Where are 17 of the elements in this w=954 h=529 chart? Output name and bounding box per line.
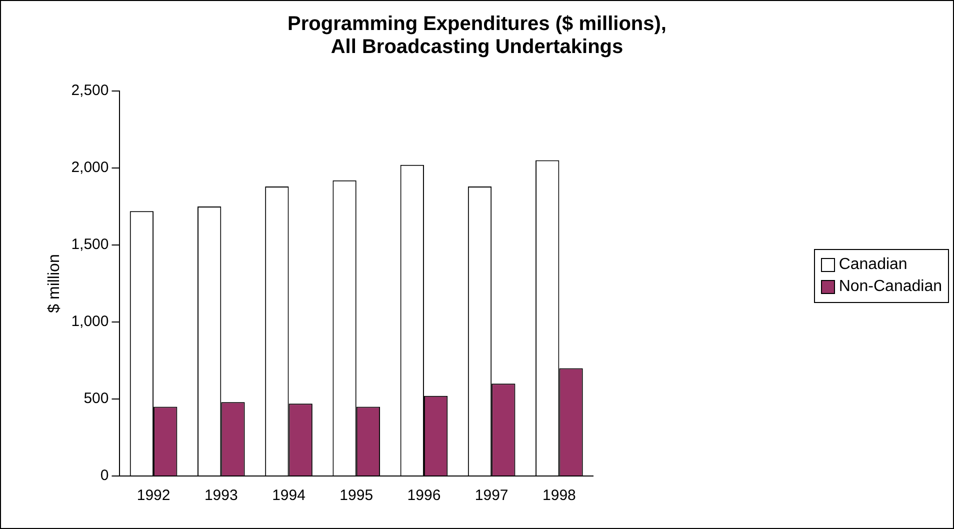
x-tick-label: 1998 bbox=[542, 487, 576, 504]
legend-label: Non-Canadian bbox=[838, 277, 942, 297]
x-tick-label: 1992 bbox=[136, 487, 170, 504]
x-tick-label: 1994 bbox=[272, 487, 306, 504]
x-tick-label: 1996 bbox=[407, 487, 441, 504]
y-tick-label: 0 bbox=[100, 467, 109, 484]
y-tick-label: 2,500 bbox=[71, 82, 109, 100]
x-tick-label: 1995 bbox=[340, 487, 374, 504]
x-tick-label: 1997 bbox=[474, 487, 508, 504]
x-tick-label: 1993 bbox=[204, 487, 238, 504]
y-axis-title: $ million bbox=[46, 254, 64, 313]
chart-title: Programming Expenditures ($ millions), All Broadcasting Undertakings bbox=[286, 13, 668, 59]
y-tick-label: 500 bbox=[84, 390, 109, 408]
text: Canadian bbox=[838, 255, 908, 275]
y-tick-label: 1,500 bbox=[71, 236, 109, 254]
y-tick-label: 1,000 bbox=[71, 313, 109, 330]
y-tick-label: 2,000 bbox=[71, 159, 109, 176]
